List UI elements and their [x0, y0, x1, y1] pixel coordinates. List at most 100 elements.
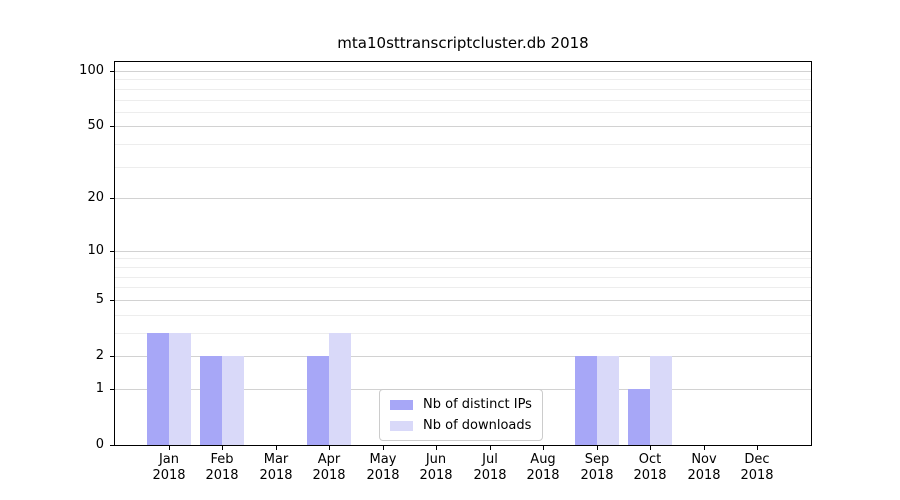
y-tick-label-0: 0 — [95, 437, 104, 452]
gridline-minor-30 — [115, 166, 811, 168]
x-tick-year: 2018 — [366, 468, 400, 483]
y-tick-label-20: 20 — [87, 190, 104, 205]
y-tick-label-2: 2 — [95, 348, 104, 363]
x-tick-month: May — [369, 452, 397, 467]
gridline-minor-40 — [115, 144, 811, 146]
x-tick-mark-mar — [276, 446, 277, 450]
x-tick-label-jul: Jul 2018 — [458, 452, 522, 484]
x-tick-mark-feb — [222, 446, 223, 450]
x-tick-year: 2018 — [419, 468, 453, 483]
gridline-minor-8 — [115, 266, 811, 268]
x-tick-year: 2018 — [473, 468, 507, 483]
x-tick-label-mar: Mar 2018 — [244, 452, 308, 484]
legend-entry-downloads: Nb of downloads — [390, 418, 532, 433]
x-tick-month: Jun — [425, 452, 447, 467]
chart-title: mta10sttranscriptcluster.db 2018 — [337, 34, 589, 52]
x-tick-mark-oct — [650, 446, 651, 450]
x-tick-mark-sep — [597, 446, 598, 450]
bar-nb-of-distinct-ips-jan — [146, 332, 169, 445]
y-tick-mark-50 — [110, 126, 114, 127]
legend-label-distinct-ips: Nb of distinct IPs — [423, 397, 532, 412]
gridline-minor-3 — [115, 332, 811, 334]
bar-nb-of-downloads-jan — [168, 332, 191, 445]
x-tick-month: Feb — [210, 452, 234, 467]
x-tick-year: 2018 — [259, 468, 293, 483]
y-tick-mark-2 — [110, 356, 114, 357]
bar-nb-of-distinct-ips-apr — [307, 356, 330, 445]
x-tick-mark-dec — [757, 446, 758, 450]
x-tick-label-apr: Apr 2018 — [297, 452, 361, 484]
gridline-minor-90 — [115, 79, 811, 81]
y-tick-label-10: 10 — [87, 243, 104, 258]
y-tick-mark-10 — [110, 251, 114, 252]
y-tick-label-1: 1 — [95, 381, 104, 396]
x-tick-label-aug: Aug 2018 — [511, 452, 575, 484]
x-tick-year: 2018 — [152, 468, 186, 483]
x-tick-month: Oct — [638, 452, 662, 467]
y-tick-mark-20 — [110, 198, 114, 199]
gridline-major-2 — [115, 356, 811, 357]
legend-swatch-distinct-ips — [390, 399, 413, 410]
gridline-minor-6 — [115, 287, 811, 289]
x-tick-label-jun: Jun 2018 — [404, 452, 468, 484]
gridline-major-20 — [115, 198, 811, 200]
x-tick-label-feb: Feb 2018 — [190, 452, 254, 484]
x-tick-label-sep: Sep 2018 — [565, 452, 629, 484]
legend-label-downloads: Nb of downloads — [423, 418, 532, 433]
bar-nb-of-downloads-apr — [329, 332, 352, 445]
y-tick-mark-0 — [110, 445, 114, 446]
x-tick-month: Apr — [317, 452, 341, 467]
y-tick-mark-5 — [110, 300, 114, 301]
bar-nb-of-downloads-oct — [650, 356, 673, 445]
y-tick-mark-1 — [110, 389, 114, 390]
gridline-major-100 — [115, 71, 811, 72]
y-tick-label-5: 5 — [95, 292, 104, 307]
x-tick-mark-nov — [704, 446, 705, 450]
bar-nb-of-distinct-ips-sep — [574, 356, 597, 445]
x-tick-month: Sep — [584, 452, 610, 467]
gridline-major-10 — [115, 250, 811, 252]
x-tick-year: 2018 — [740, 468, 774, 483]
x-tick-mark-apr — [329, 446, 330, 450]
y-tick-mark-100 — [110, 71, 114, 72]
x-tick-year: 2018 — [687, 468, 721, 483]
gridline-minor-4 — [115, 314, 811, 316]
x-tick-year: 2018 — [205, 468, 239, 483]
x-tick-label-may: May 2018 — [351, 452, 415, 484]
x-tick-month: Dec — [744, 452, 770, 467]
x-tick-label-jan: Jan 2018 — [137, 452, 201, 484]
x-tick-mark-jul — [490, 446, 491, 450]
x-tick-mark-may — [383, 446, 384, 450]
x-tick-month: Aug — [530, 452, 556, 467]
gridline-minor-7 — [115, 276, 811, 278]
x-tick-label-nov: Nov 2018 — [672, 452, 736, 484]
x-tick-year: 2018 — [526, 468, 560, 483]
gridline-minor-60 — [115, 111, 811, 113]
x-tick-month: Mar — [263, 452, 289, 467]
gridline-major-50 — [115, 126, 811, 128]
legend-entry-distinct-ips: Nb of distinct IPs — [390, 397, 532, 412]
legend: Nb of distinct IPs Nb of downloads — [379, 389, 543, 441]
legend-swatch-downloads — [390, 420, 413, 431]
x-tick-month: Jan — [158, 452, 180, 467]
gridline-minor-9 — [115, 258, 811, 260]
x-tick-mark-aug — [543, 446, 544, 450]
y-tick-label-100: 100 — [79, 63, 104, 78]
x-tick-mark-jun — [436, 446, 437, 450]
bar-nb-of-downloads-feb — [222, 356, 245, 445]
x-tick-year: 2018 — [312, 468, 346, 483]
x-tick-mark-jan — [169, 446, 170, 450]
gridline-minor-70 — [115, 99, 811, 101]
bar-nb-of-distinct-ips-feb — [200, 356, 223, 445]
x-tick-year: 2018 — [633, 468, 667, 483]
x-tick-month: Jul — [482, 452, 498, 467]
x-tick-label-oct: Oct 2018 — [618, 452, 682, 484]
gridline-major-5 — [115, 299, 811, 301]
x-tick-label-dec: Dec 2018 — [725, 452, 789, 484]
plot-area: Nb of distinct IPs Nb of downloads — [114, 61, 812, 446]
bar-nb-of-distinct-ips-oct — [628, 388, 651, 445]
gridline-minor-80 — [115, 88, 811, 90]
y-tick-label-50: 50 — [87, 118, 104, 133]
bar-nb-of-downloads-sep — [596, 356, 619, 445]
